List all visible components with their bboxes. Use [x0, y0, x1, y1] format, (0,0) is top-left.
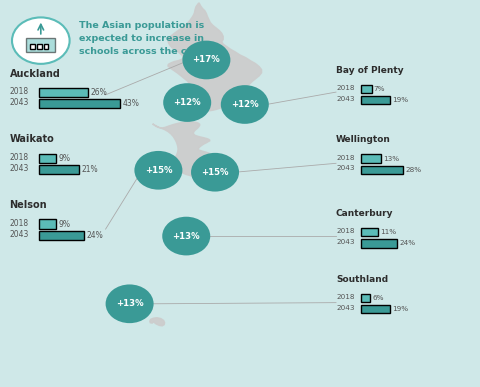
Text: 2043: 2043 [10, 229, 29, 239]
Text: 2043: 2043 [10, 98, 29, 107]
Polygon shape [150, 318, 165, 326]
FancyBboxPatch shape [361, 305, 390, 313]
Text: Bay of Plenty: Bay of Plenty [336, 66, 404, 75]
FancyBboxPatch shape [37, 44, 42, 49]
Text: 2018: 2018 [10, 87, 29, 96]
Circle shape [162, 217, 210, 255]
Text: +15%: +15% [144, 166, 172, 175]
FancyBboxPatch shape [361, 239, 397, 248]
Text: 26%: 26% [90, 88, 107, 97]
Text: Southland: Southland [336, 275, 388, 284]
Text: +13%: +13% [116, 299, 144, 308]
Text: 2018: 2018 [336, 154, 355, 161]
FancyBboxPatch shape [361, 96, 390, 104]
FancyBboxPatch shape [26, 38, 55, 52]
Circle shape [221, 85, 269, 124]
FancyBboxPatch shape [361, 228, 378, 236]
Text: 19%: 19% [392, 306, 408, 312]
Text: 19%: 19% [392, 97, 408, 103]
Text: 2043: 2043 [336, 165, 355, 171]
FancyBboxPatch shape [30, 44, 35, 49]
Text: +17%: +17% [192, 55, 220, 65]
Text: 21%: 21% [81, 165, 98, 174]
Text: 2018: 2018 [10, 219, 29, 228]
Text: Auckland: Auckland [10, 68, 60, 79]
FancyBboxPatch shape [39, 231, 84, 240]
Text: 2018: 2018 [10, 153, 29, 162]
Text: +15%: +15% [201, 168, 229, 177]
Text: 24%: 24% [399, 240, 416, 247]
FancyBboxPatch shape [39, 154, 56, 163]
Text: +13%: +13% [172, 231, 200, 241]
FancyBboxPatch shape [361, 166, 403, 174]
FancyBboxPatch shape [361, 154, 381, 163]
Text: Waikato: Waikato [10, 134, 54, 144]
Text: 2043: 2043 [336, 305, 355, 311]
FancyBboxPatch shape [44, 44, 48, 49]
Text: +12%: +12% [231, 100, 259, 109]
Circle shape [163, 83, 211, 122]
Circle shape [134, 151, 182, 190]
Circle shape [12, 17, 70, 64]
Text: 9%: 9% [59, 219, 71, 229]
FancyBboxPatch shape [361, 294, 371, 302]
Text: Nelson: Nelson [10, 200, 47, 210]
Text: 6%: 6% [372, 295, 384, 301]
Text: 28%: 28% [405, 167, 421, 173]
FancyBboxPatch shape [39, 99, 120, 108]
Text: 24%: 24% [87, 231, 103, 240]
Text: 9%: 9% [59, 154, 71, 163]
Text: 2018: 2018 [336, 228, 355, 234]
Text: 2018: 2018 [336, 85, 355, 91]
Polygon shape [168, 3, 262, 111]
FancyBboxPatch shape [361, 85, 372, 93]
Circle shape [191, 153, 239, 192]
Text: Canterbury: Canterbury [336, 209, 394, 218]
Text: 13%: 13% [383, 156, 399, 162]
Text: 2043: 2043 [10, 164, 29, 173]
FancyBboxPatch shape [39, 165, 79, 174]
Polygon shape [153, 122, 228, 178]
FancyBboxPatch shape [39, 88, 88, 97]
Text: Wellington: Wellington [336, 135, 391, 144]
Text: 43%: 43% [122, 99, 139, 108]
Text: 2018: 2018 [336, 294, 355, 300]
FancyBboxPatch shape [39, 219, 56, 229]
Circle shape [182, 41, 230, 79]
Circle shape [106, 284, 154, 323]
Text: The Asian population is
expected to increase in
schools across the country: The Asian population is expected to incr… [79, 21, 222, 57]
Text: 2043: 2043 [336, 96, 355, 102]
Text: 2043: 2043 [336, 239, 355, 245]
Text: 11%: 11% [380, 229, 396, 235]
Text: +12%: +12% [173, 98, 201, 107]
Text: 7%: 7% [374, 86, 385, 92]
